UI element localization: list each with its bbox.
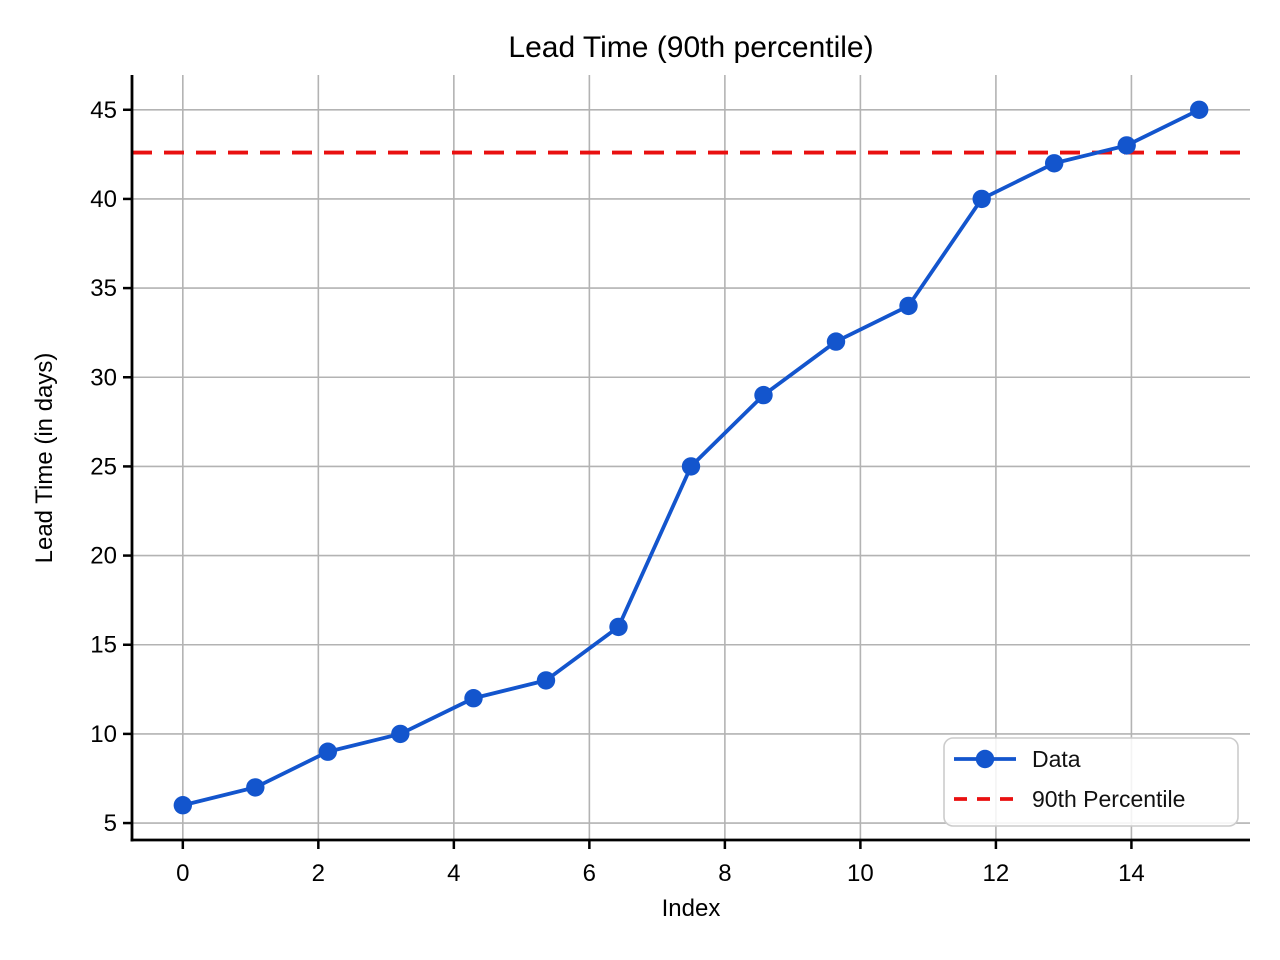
- x-axis-label: Index: [662, 895, 721, 922]
- x-tick-label: 12: [983, 860, 1010, 887]
- series-layer: [173, 100, 1209, 815]
- data-point: [972, 189, 991, 209]
- data-point: [318, 742, 338, 761]
- data-point: [1117, 136, 1136, 155]
- data-point: [173, 796, 193, 815]
- y-tick-label: 20: [90, 543, 117, 570]
- legend-box: [943, 737, 1239, 827]
- data-point: [609, 617, 628, 637]
- data-point: [391, 724, 410, 744]
- data-point: [1044, 154, 1064, 173]
- legend-series-marker-icon: [975, 749, 995, 769]
- y-axis-label: Lead Time (in days): [31, 353, 58, 564]
- y-tick-label: 30: [90, 364, 117, 391]
- y-tick-label: 10: [90, 721, 117, 748]
- y-tick-label: 5: [104, 810, 117, 837]
- data-point: [754, 385, 773, 405]
- y-tick-label: 45: [90, 97, 117, 124]
- y-tick-label: 35: [90, 275, 117, 302]
- x-tick-label: 0: [176, 860, 189, 887]
- data-point: [899, 296, 918, 316]
- x-tick-label: 14: [1118, 860, 1145, 887]
- legend-entry-percentile: 90th Percentile: [1032, 786, 1185, 812]
- x-tick-label: 8: [718, 860, 731, 887]
- y-tick-label: 40: [90, 186, 117, 213]
- y-tick-label: 15: [90, 632, 117, 659]
- data-point: [536, 671, 556, 690]
- y-tick-label: 25: [90, 453, 117, 480]
- legend: Data 90th Percentile: [943, 737, 1239, 827]
- x-tick-label: 2: [312, 860, 325, 887]
- chart-title: Lead Time (90th percentile): [508, 31, 873, 64]
- data-point: [464, 689, 483, 708]
- x-tick-label: 6: [583, 860, 596, 887]
- data-point: [826, 332, 846, 351]
- tick-layer: 0 2 4 6 8 10 12 14 5 10 15 20 25 30 35 40 45: [90, 97, 1144, 887]
- x-tick-label: 10: [847, 860, 874, 887]
- legend-entry-data: Data: [1032, 746, 1081, 772]
- data-point: [1189, 100, 1209, 119]
- data-point: [681, 457, 701, 476]
- data-point: [246, 778, 265, 797]
- x-tick-label: 4: [447, 860, 460, 887]
